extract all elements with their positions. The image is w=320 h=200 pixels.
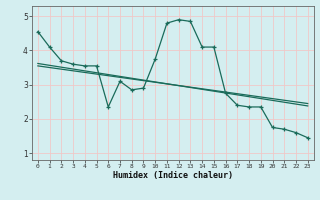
X-axis label: Humidex (Indice chaleur): Humidex (Indice chaleur) — [113, 171, 233, 180]
